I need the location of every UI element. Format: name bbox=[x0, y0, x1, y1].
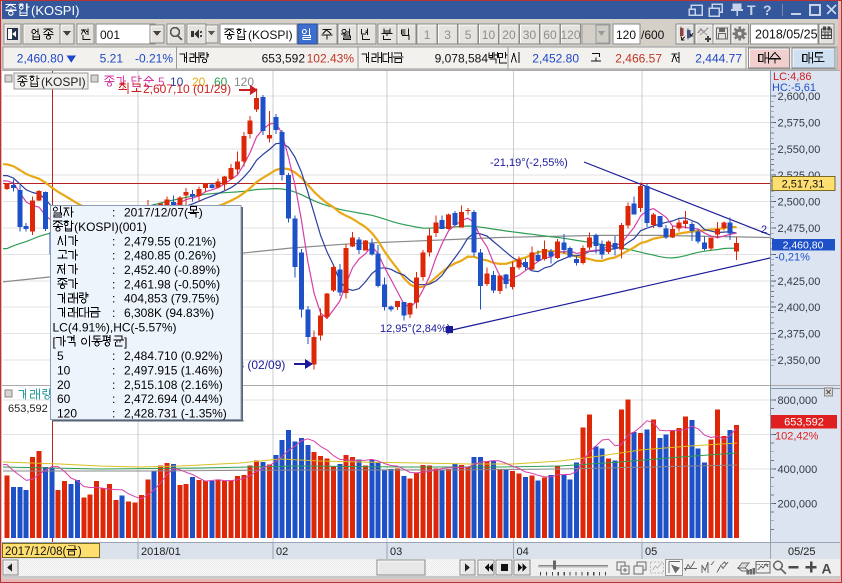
svg-text::: : bbox=[112, 234, 115, 248]
svg-text:653,592: 653,592 bbox=[784, 417, 824, 429]
svg-text:[: [ bbox=[53, 335, 57, 349]
svg-text:T: T bbox=[747, 2, 756, 18]
svg-text:001: 001 bbox=[100, 28, 120, 42]
svg-text:(KOSPI): (KOSPI) bbox=[41, 75, 86, 89]
svg-text:60: 60 bbox=[57, 392, 71, 406]
svg-text:05/25: 05/25 bbox=[788, 546, 816, 558]
svg-text:02: 02 bbox=[276, 546, 288, 558]
svg-text::: : bbox=[112, 277, 115, 291]
svg-text:?: ? bbox=[763, 2, 772, 18]
svg-text:6,308K (94.83%): 6,308K (94.83%) bbox=[124, 306, 214, 320]
svg-text:120: 120 bbox=[57, 407, 77, 421]
svg-text:): ) bbox=[199, 206, 203, 220]
svg-text:120: 120 bbox=[561, 28, 581, 42]
svg-text:20: 20 bbox=[192, 75, 206, 89]
svg-text:2,515.108 (2.16%): 2,515.108 (2.16%) bbox=[124, 378, 223, 392]
svg-text:60: 60 bbox=[214, 75, 228, 89]
svg-text:120: 120 bbox=[234, 75, 254, 89]
svg-text:2017/12/08(: 2017/12/08( bbox=[5, 546, 67, 558]
svg-text::: : bbox=[112, 263, 115, 277]
svg-text:200,000: 200,000 bbox=[778, 499, 818, 511]
svg-text:20: 20 bbox=[502, 28, 516, 42]
svg-text:2,466.57: 2,466.57 bbox=[615, 52, 662, 66]
svg-text:2,460,80: 2,460,80 bbox=[783, 239, 824, 251]
svg-text:2,500,00: 2,500,00 bbox=[778, 197, 821, 209]
svg-text:60: 60 bbox=[543, 28, 557, 42]
svg-text:(KOSPI)(001): (KOSPI)(001) bbox=[74, 220, 147, 234]
svg-text:-21,19°(-2,55%): -21,19°(-2,55%) bbox=[490, 157, 568, 169]
svg-text:]: ] bbox=[124, 335, 127, 349]
svg-text::: : bbox=[112, 378, 115, 392]
svg-text:102.43%: 102.43% bbox=[307, 52, 355, 66]
svg-text:10: 10 bbox=[482, 28, 496, 42]
svg-text:10: 10 bbox=[170, 75, 184, 89]
svg-text:120: 120 bbox=[616, 28, 636, 42]
svg-text:800,000: 800,000 bbox=[778, 395, 818, 407]
svg-text:2,475,00: 2,475,00 bbox=[778, 223, 821, 235]
svg-text:404,853 (79.75%): 404,853 (79.75%) bbox=[124, 292, 219, 306]
svg-text:(KOSPI): (KOSPI) bbox=[31, 3, 79, 18]
svg-text:5.21: 5.21 bbox=[100, 52, 124, 66]
svg-text:2,461.98 (-0.50%): 2,461.98 (-0.50%) bbox=[124, 277, 220, 291]
svg-text:9,078,584: 9,078,584 bbox=[435, 52, 489, 66]
svg-text:2,452.80: 2,452.80 bbox=[532, 52, 579, 66]
svg-text:2,472.694 (0.44%): 2,472.694 (0.44%) bbox=[124, 392, 223, 406]
svg-text:2017/12/07(: 2017/12/07( bbox=[124, 206, 188, 220]
svg-text:2,607,10 (01/29): 2,607,10 (01/29) bbox=[143, 82, 231, 96]
svg-text:2,550,00: 2,550,00 bbox=[778, 144, 821, 156]
svg-text::: : bbox=[112, 349, 115, 363]
svg-text:/600: /600 bbox=[641, 28, 665, 42]
svg-text:03: 03 bbox=[390, 546, 402, 558]
svg-text:2,497.915 (1.46%): 2,497.915 (1.46%) bbox=[124, 364, 223, 378]
svg-text:2,460.80: 2,460.80 bbox=[17, 52, 64, 66]
svg-text:2,350,00: 2,350,00 bbox=[778, 355, 821, 367]
svg-text:2,480.85 (0.26%): 2,480.85 (0.26%) bbox=[124, 249, 216, 263]
svg-text:2,444.77: 2,444.77 bbox=[695, 52, 742, 66]
svg-text::: : bbox=[112, 206, 115, 220]
svg-text:HC:-5,61: HC:-5,61 bbox=[772, 82, 816, 94]
svg-text:3: 3 bbox=[444, 28, 451, 42]
svg-text:653,592: 653,592 bbox=[262, 52, 306, 66]
svg-text:LC(4.91%),HC(-5.57%): LC(4.91%),HC(-5.57%) bbox=[53, 320, 177, 334]
svg-text:2,400,00: 2,400,00 bbox=[778, 302, 821, 314]
svg-text:2: 2 bbox=[761, 224, 767, 236]
svg-text::: : bbox=[112, 392, 115, 406]
svg-text:LC:4,86: LC:4,86 bbox=[773, 71, 812, 83]
svg-text:2,375,00: 2,375,00 bbox=[778, 329, 821, 341]
svg-text:1: 1 bbox=[424, 28, 431, 42]
svg-text:05: 05 bbox=[645, 546, 657, 558]
svg-text:2,428.731 (-1.35%): 2,428.731 (-1.35%) bbox=[124, 407, 227, 421]
svg-text:04: 04 bbox=[517, 546, 529, 558]
svg-text::: : bbox=[112, 407, 115, 421]
svg-text:2,425,00: 2,425,00 bbox=[778, 276, 821, 288]
svg-text:A: A bbox=[822, 561, 832, 577]
svg-text:-0,21%: -0,21% bbox=[775, 252, 810, 264]
svg-text:30: 30 bbox=[523, 28, 537, 42]
svg-text:2,452.40 (-0.89%): 2,452.40 (-0.89%) bbox=[124, 263, 220, 277]
svg-text::: : bbox=[112, 306, 115, 320]
svg-text:2,600,00: 2,600,00 bbox=[778, 91, 821, 103]
svg-text:): ) bbox=[78, 546, 82, 558]
svg-text:12,95°(2,84%): 12,95°(2,84%) bbox=[380, 323, 450, 335]
svg-text:5: 5 bbox=[158, 75, 165, 89]
svg-text:400,000: 400,000 bbox=[778, 464, 818, 476]
svg-text:5: 5 bbox=[57, 349, 64, 363]
svg-text:653,592: 653,592 bbox=[8, 403, 48, 415]
svg-text:-0.21%: -0.21% bbox=[135, 52, 173, 66]
svg-text:10: 10 bbox=[57, 364, 71, 378]
svg-text:5: 5 bbox=[465, 28, 472, 42]
svg-text:2,484.710 (0.92%): 2,484.710 (0.92%) bbox=[124, 349, 223, 363]
svg-text:102,42%: 102,42% bbox=[775, 430, 819, 442]
svg-text:2,479.55 (0.21%): 2,479.55 (0.21%) bbox=[124, 234, 216, 248]
svg-text:2,575,00: 2,575,00 bbox=[778, 117, 821, 129]
svg-text::: : bbox=[112, 292, 115, 306]
svg-text:2018/05/25: 2018/05/25 bbox=[755, 28, 818, 42]
svg-text:2,517,31: 2,517,31 bbox=[782, 178, 825, 190]
svg-text::: : bbox=[112, 249, 115, 263]
svg-text:2018/01: 2018/01 bbox=[141, 546, 181, 558]
svg-text::: : bbox=[112, 363, 115, 377]
svg-text:20: 20 bbox=[57, 378, 71, 392]
svg-text:(KOSPI): (KOSPI) bbox=[248, 28, 293, 42]
